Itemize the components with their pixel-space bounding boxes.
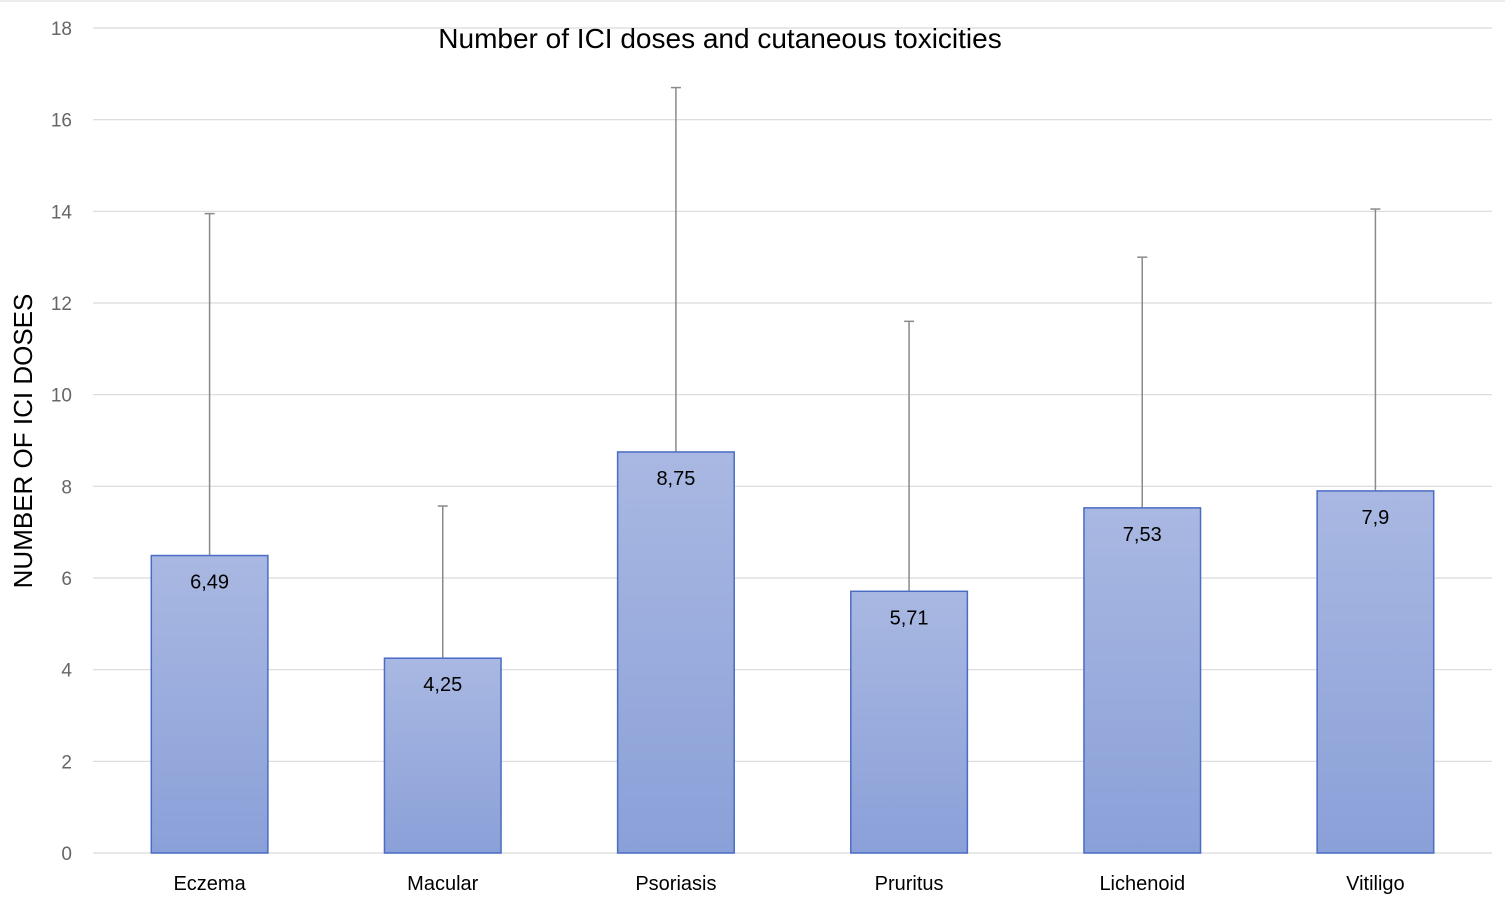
data-label: 8,75 (656, 468, 695, 490)
data-label: 6,49 (190, 572, 229, 594)
x-tick-label: Pruritus (875, 873, 944, 895)
bar (1316, 490, 1435, 854)
y-tick-label: 16 (51, 111, 72, 132)
data-labels: 6,49 4,25 8,75 5,71 7,53 7,9 (190, 468, 1389, 696)
y-tick-label: 18 (51, 19, 72, 40)
error-bars (204, 86, 1381, 659)
y-tick-label: 0 (61, 844, 72, 865)
bars (150, 451, 1435, 854)
data-label: 7,9 (1362, 507, 1390, 529)
x-tick-label: Lichenoid (1099, 873, 1185, 895)
x-axis-labels: Eczema Macular Psoriasis Pruritus Lichenoid V… (173, 873, 1404, 895)
y-tick-label: 6 (61, 569, 72, 590)
y-tick-label: 10 (51, 386, 72, 407)
y-axis-ticks: 0 2 4 6 8 10 12 14 16 18 (51, 19, 73, 865)
data-label: 5,71 (890, 607, 929, 629)
y-tick-label: 2 (61, 752, 72, 773)
y-tick-label: 14 (51, 202, 73, 223)
y-axis-label: NUMBER OF ICI DOSES (8, 294, 38, 589)
bar (850, 590, 969, 854)
bar (1083, 507, 1202, 854)
y-tick-label: 8 (61, 477, 72, 498)
data-label: 7,53 (1123, 524, 1162, 546)
y-tick-label: 4 (61, 661, 72, 682)
bar (616, 451, 735, 854)
data-label: 4,25 (423, 674, 462, 696)
x-tick-label: Eczema (173, 873, 246, 895)
x-tick-label: Psoriasis (635, 873, 716, 895)
x-tick-label: Vitiligo (1346, 873, 1405, 895)
chart-title: Number of ICI doses and cutaneous toxici… (438, 23, 1001, 54)
bar (150, 554, 269, 854)
x-tick-label: Macular (407, 873, 478, 895)
gridlines (93, 27, 1492, 854)
y-tick-label: 12 (51, 294, 72, 315)
bar (383, 657, 502, 854)
